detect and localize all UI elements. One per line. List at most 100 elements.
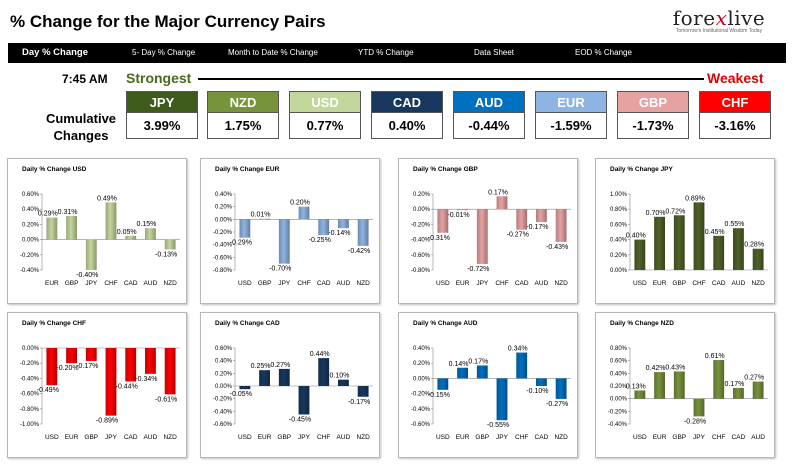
- tab-ytd-change[interactable]: YTD % Change: [358, 48, 414, 57]
- bar: [693, 202, 705, 270]
- x-tick-label: CAD: [535, 434, 549, 441]
- y-tick-label: -0.20%: [411, 222, 431, 228]
- bar: [555, 378, 567, 399]
- data-label: 0.70%: [646, 210, 666, 217]
- x-tick-label: EUR: [456, 434, 470, 441]
- y-tick-label: -0.20%: [411, 392, 431, 398]
- chart-title: Daily % Change JPY: [610, 166, 673, 173]
- chart-title: Daily % Change AUD: [413, 320, 478, 327]
- data-label: 0.28%: [744, 242, 764, 249]
- tab-data-sheet[interactable]: Data Sheet: [474, 48, 515, 57]
- data-label: 0.10%: [329, 373, 349, 380]
- tab-eod-change[interactable]: EOD % Change: [575, 48, 632, 57]
- y-tick-label: -0.60%: [213, 422, 233, 428]
- page-title: % Change for the Major Currency Pairs: [10, 12, 326, 31]
- bar: [713, 235, 725, 270]
- currency-box-5: EUR -1.59%: [535, 91, 607, 139]
- data-label: -0.40%: [76, 272, 98, 279]
- x-tick-label: AUD: [144, 434, 158, 441]
- data-label: 0.15%: [136, 221, 156, 228]
- data-label: 0.17%: [488, 189, 508, 196]
- currency-cumulative-value: -1.73%: [617, 113, 689, 139]
- x-tick-label: CAD: [124, 280, 138, 287]
- data-label: 0.49%: [97, 195, 117, 202]
- x-tick-label: USD: [633, 280, 647, 287]
- data-label: -0.27%: [546, 401, 568, 408]
- bar: [654, 372, 665, 399]
- x-tick-label: JPY: [298, 434, 311, 441]
- data-label: -0.25%: [309, 237, 331, 244]
- x-tick-label: AUD: [144, 280, 158, 287]
- bar: [145, 228, 156, 240]
- bar: [46, 348, 58, 386]
- chart-title: Daily % Change GBP: [413, 166, 478, 173]
- tab-day-change[interactable]: Day % Change: [22, 47, 88, 58]
- x-tick-label: GBP: [475, 434, 489, 441]
- y-tick-label: 0.20%: [215, 205, 233, 211]
- x-tick-label: EUR: [653, 280, 667, 287]
- x-tick-label: JPY: [105, 434, 118, 441]
- y-tick-label: 0.20%: [610, 384, 628, 390]
- data-label: -0.20%: [56, 365, 78, 372]
- bar: [298, 386, 310, 415]
- y-tick-label: -0.20%: [608, 409, 628, 415]
- y-tick-label: -0.20%: [20, 253, 40, 259]
- data-label: 0.61%: [705, 353, 725, 360]
- data-label: -0.70%: [269, 266, 291, 273]
- y-tick-label: -0.40%: [411, 407, 431, 413]
- forexlive-logo[interactable]: forexlive Tomorrow's Institutional Wisdo…: [660, 6, 778, 40]
- bar: [634, 239, 646, 270]
- x-tick-label: USD: [45, 434, 59, 441]
- y-tick-label: 0.60%: [215, 346, 233, 352]
- x-tick-label: EUR: [456, 280, 470, 287]
- y-tick-label: 0.60%: [610, 222, 628, 228]
- data-label: -0.72%: [467, 266, 489, 273]
- y-tick-label: 0.00%: [22, 346, 40, 352]
- y-tick-label: 0.40%: [610, 371, 628, 377]
- data-label: -0.05%: [230, 391, 252, 398]
- x-tick-label: CAD: [712, 280, 726, 287]
- bar: [476, 365, 488, 379]
- y-tick-label: -0.20%: [213, 397, 233, 403]
- data-label: 0.17%: [468, 358, 488, 365]
- bar: [85, 239, 97, 270]
- tab-5-day-change[interactable]: 5- Day % Change: [132, 48, 196, 57]
- data-label: 0.40%: [626, 233, 646, 240]
- y-tick-label: -0.60%: [213, 255, 233, 261]
- x-tick-label: EUR: [653, 434, 667, 441]
- data-label: 0.45%: [705, 229, 725, 236]
- data-label: -0.31%: [428, 235, 450, 242]
- y-tick-label: 0.00%: [610, 397, 628, 403]
- bar: [516, 209, 528, 230]
- bar: [457, 367, 468, 379]
- bar: [357, 219, 369, 246]
- x-tick-label: NZD: [356, 280, 370, 287]
- data-label: 0.44%: [310, 351, 330, 358]
- y-tick-label: 0.00%: [22, 238, 40, 244]
- y-tick-label: -0.80%: [411, 268, 431, 274]
- data-label: 0.43%: [665, 364, 685, 371]
- data-label: 0.20%: [290, 200, 310, 207]
- bar: [298, 206, 310, 220]
- bar: [437, 209, 449, 233]
- data-label: 0.13%: [626, 383, 646, 390]
- y-tick-label: -0.40%: [608, 422, 628, 428]
- data-label: 0.14%: [449, 361, 469, 368]
- currency-cumulative-value: 3.99%: [126, 113, 198, 139]
- cumulative-changes-label: Cumulative Changes: [45, 111, 117, 143]
- x-tick-label: USD: [633, 434, 647, 441]
- data-label: -0.01%: [447, 212, 469, 219]
- bar: [125, 348, 137, 382]
- currency-code: CAD: [371, 91, 443, 113]
- data-label: -0.17%: [348, 399, 370, 406]
- weakest-label: Weakest: [707, 70, 764, 86]
- bar: [713, 360, 725, 399]
- x-tick-label: AUD: [751, 434, 765, 441]
- x-tick-label: CHF: [515, 434, 528, 441]
- x-tick-label: AUD: [535, 280, 549, 287]
- chart-panel-aud: Daily % Change AUD 0.40% 0.20% 0.00% -0.20%…: [398, 312, 578, 458]
- y-tick-label: 0.80%: [610, 346, 628, 352]
- y-tick-label: 0.20%: [215, 371, 233, 377]
- tab-month-to-date-change[interactable]: Month to Date % Change: [228, 48, 318, 57]
- bar: [673, 215, 685, 270]
